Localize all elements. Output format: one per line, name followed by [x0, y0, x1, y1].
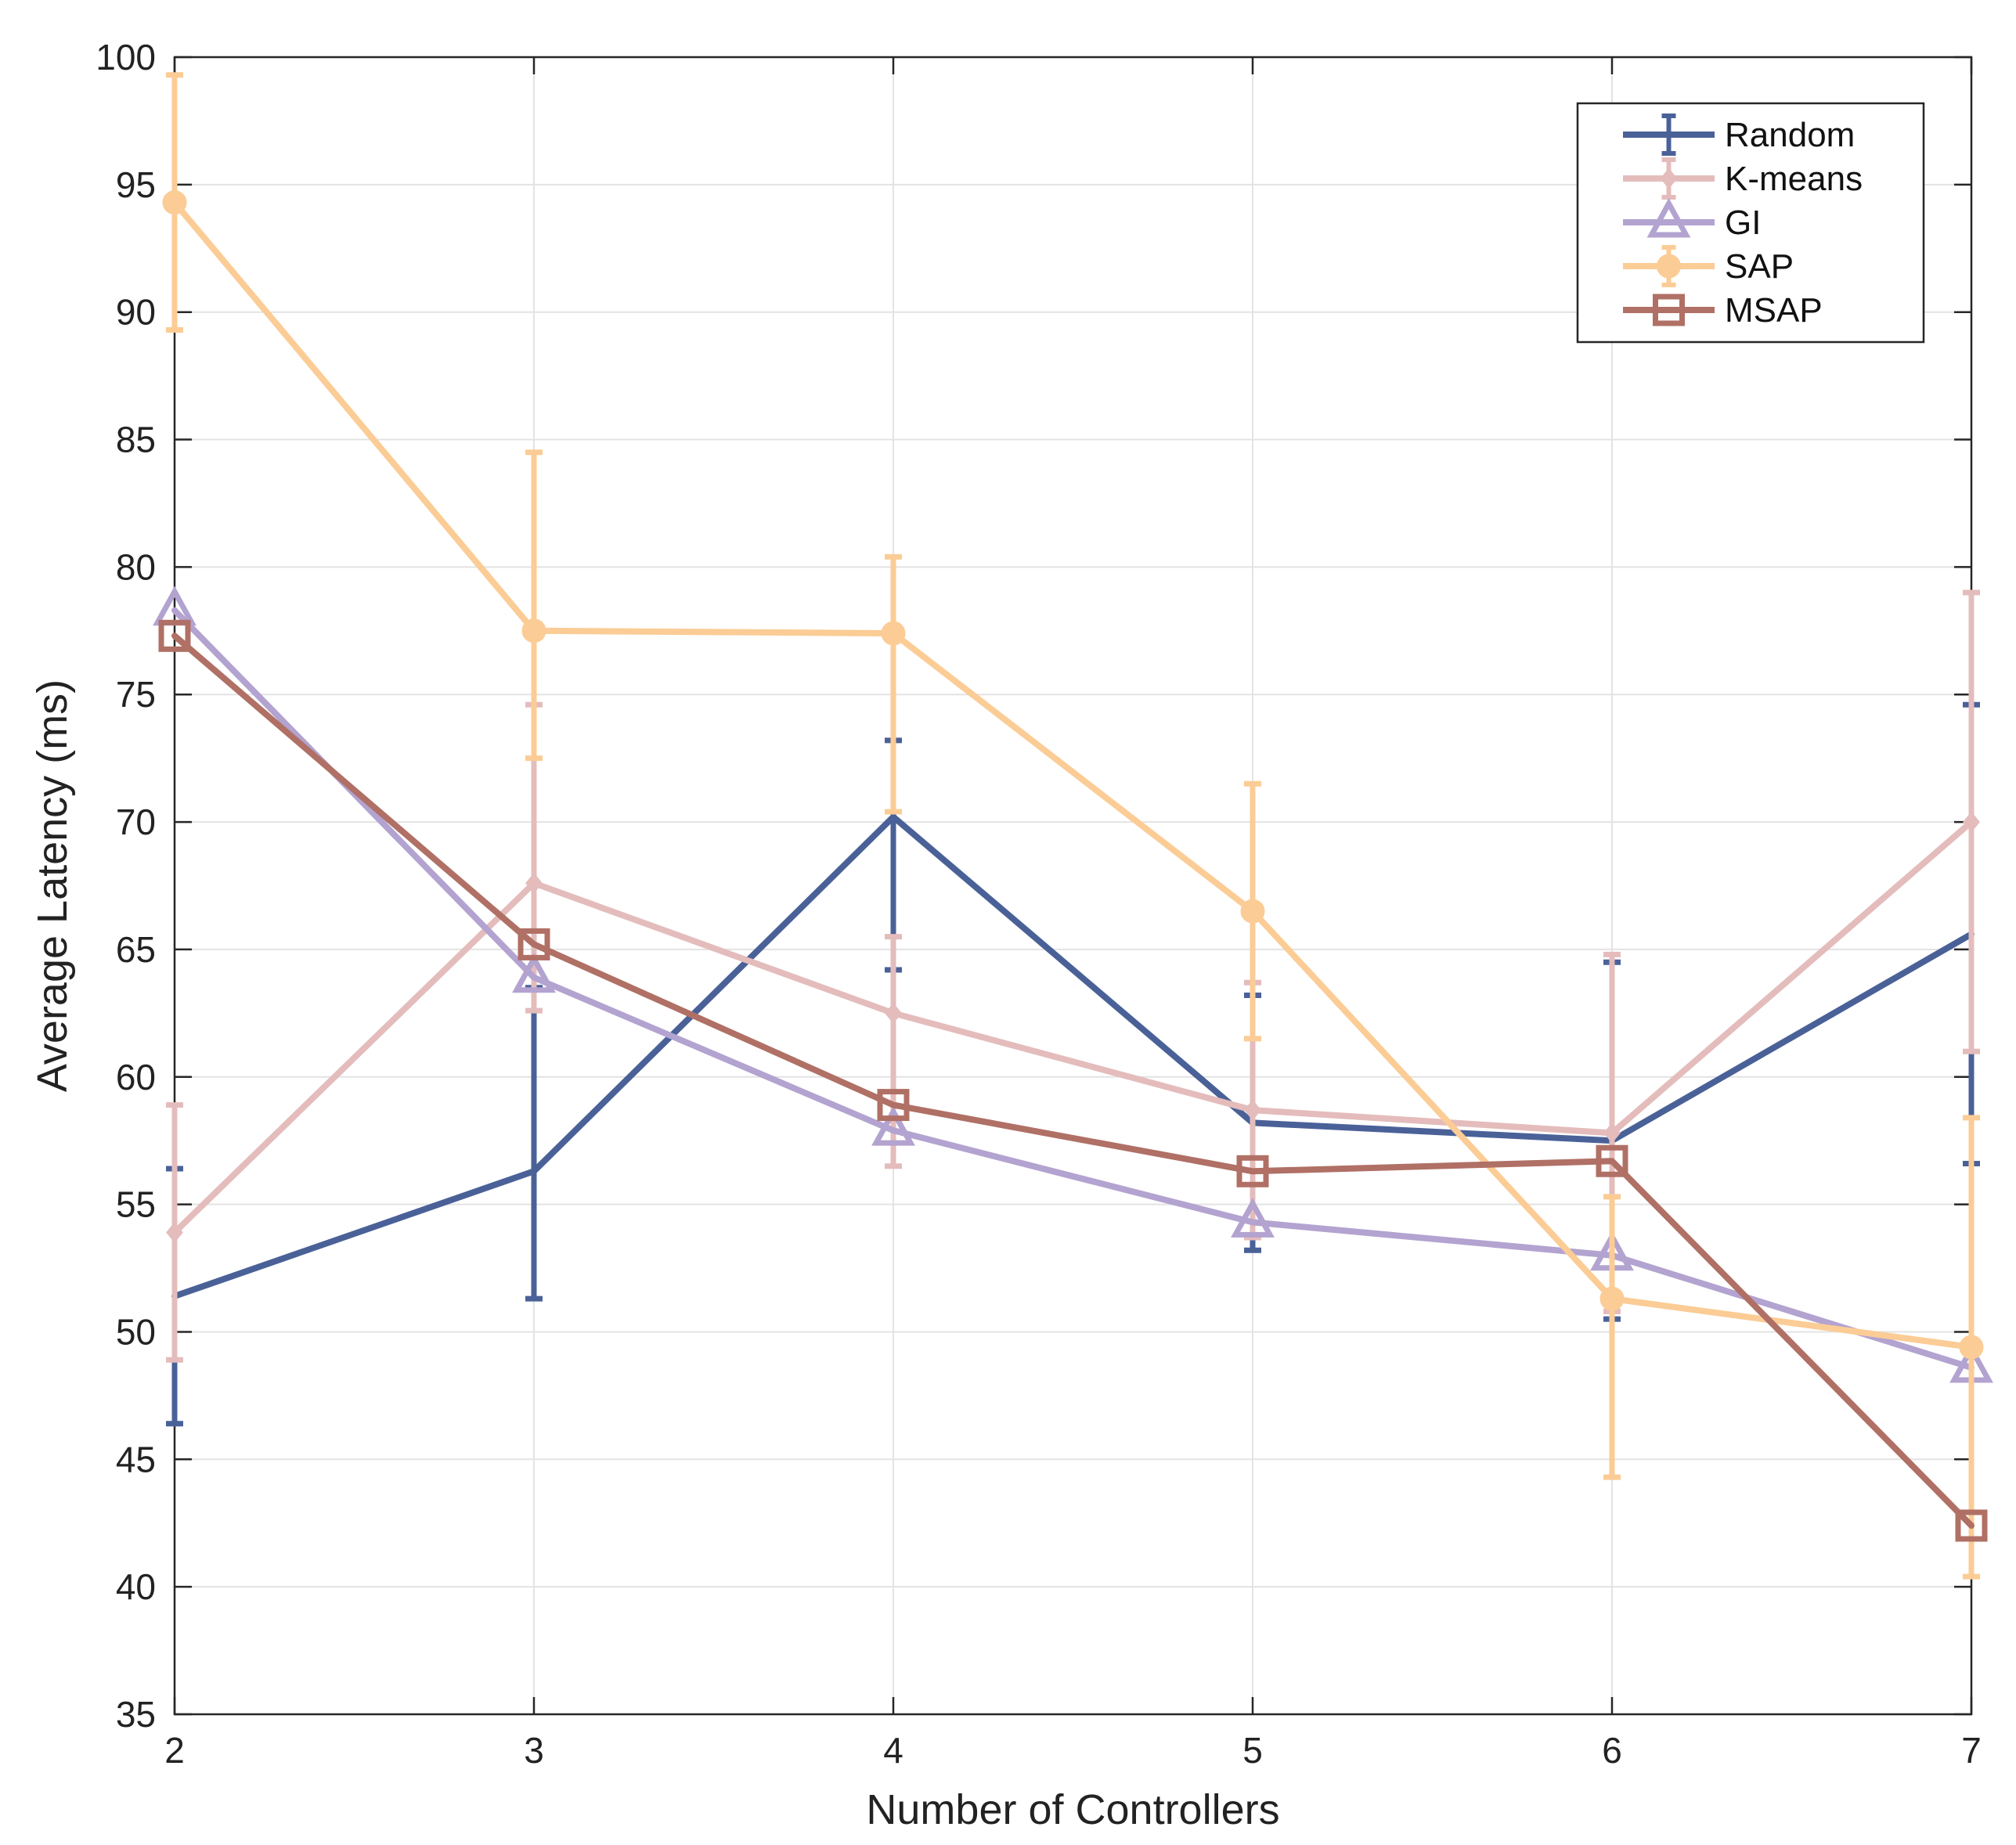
data-point [1236, 1155, 1269, 1187]
legend-marker [1646, 197, 1691, 238]
legend-label: GI [1725, 204, 1761, 242]
legend: Random K-means GI SAP MSAP [1576, 102, 1925, 344]
data-point [877, 1089, 910, 1122]
x-tick-label: 7 [1961, 1730, 1982, 1771]
x-axis-title: Number of Controllers [866, 1786, 1279, 1833]
legend-marker [1660, 168, 1678, 189]
y-tick-label: 70 [116, 802, 156, 842]
data-point [1599, 1286, 1625, 1311]
y-tick-label: 65 [116, 929, 156, 970]
legend-item: MSAP [1623, 291, 1823, 330]
data-point [1955, 1509, 1988, 1542]
y-tick-label: 60 [116, 1057, 156, 1097]
legend-label: K-means [1725, 160, 1863, 198]
y-tick-label: 75 [116, 674, 156, 715]
series-line [171, 199, 1975, 1351]
data-point [871, 1105, 915, 1146]
y-tick-label: 40 [116, 1566, 156, 1607]
series-gi [153, 586, 1993, 1383]
y-tick-label: 50 [116, 1311, 156, 1352]
y-tick-label: 55 [116, 1184, 156, 1225]
y-tick-label: 95 [116, 164, 156, 205]
data-point [1596, 1144, 1628, 1177]
data-point [512, 953, 556, 993]
data-point [521, 618, 546, 643]
series-sap [162, 72, 1984, 1580]
data-point [166, 1222, 183, 1243]
x-tick-label: 3 [524, 1730, 544, 1771]
legend-item: K-means [1623, 157, 1863, 200]
legend-label: MSAP [1725, 291, 1823, 330]
data-point [525, 872, 543, 894]
data-point [1603, 1122, 1621, 1144]
x-tick-label: 2 [164, 1730, 185, 1771]
y-tick-label: 100 [96, 37, 156, 77]
data-point [885, 1002, 902, 1024]
legend-marker [1657, 254, 1681, 279]
legend-marker [1653, 294, 1685, 326]
legend-label: SAP [1725, 247, 1794, 286]
series-line [171, 632, 1975, 1529]
data-point [881, 621, 906, 646]
data-point [1959, 1335, 1984, 1360]
y-tick-label: 90 [116, 292, 156, 333]
y-axis-title: Average Latency (ms) [29, 679, 76, 1092]
data-point [1963, 811, 1980, 833]
series [153, 72, 1993, 1580]
x-tick-label: 5 [1242, 1730, 1263, 1771]
series-msap [158, 619, 1988, 1542]
data-point [1240, 899, 1265, 924]
y-tick-label: 35 [116, 1694, 156, 1735]
data-point [162, 190, 187, 215]
y-tick-label: 45 [116, 1439, 156, 1479]
legend-item: Random [1623, 114, 1855, 156]
legend-label: Random [1725, 116, 1855, 154]
x-tick-label: 6 [1602, 1730, 1622, 1771]
series-line [171, 819, 1975, 1236]
data-point [158, 619, 191, 652]
series-line [171, 813, 1975, 1299]
y-tick-label: 85 [116, 420, 156, 460]
data-point [1244, 1099, 1261, 1121]
y-tick-label: 80 [116, 546, 156, 587]
legend-item: GI [1623, 197, 1761, 242]
data-point [1231, 1198, 1275, 1238]
x-tick-label: 4 [883, 1730, 903, 1771]
series-line [171, 607, 1975, 1371]
legend-item: SAP [1623, 245, 1794, 287]
data-point [518, 928, 550, 960]
